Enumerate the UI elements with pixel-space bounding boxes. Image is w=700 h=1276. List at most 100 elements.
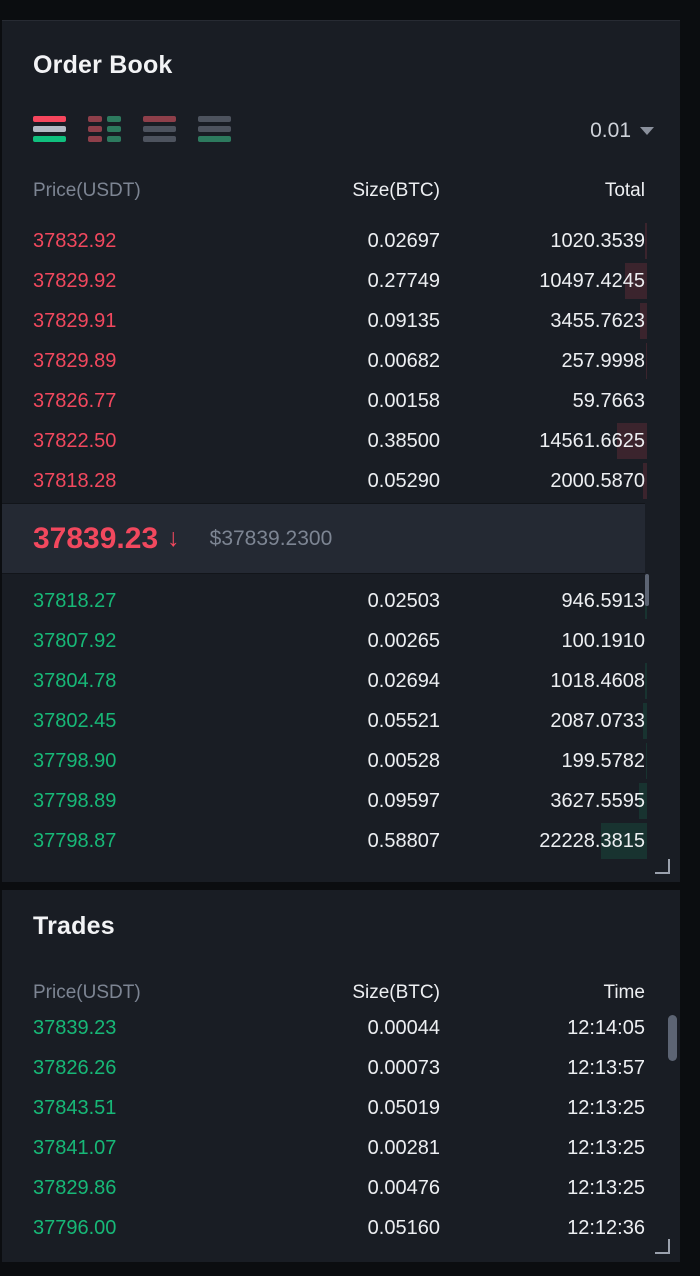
ask-total: 14561.6625 [539,429,645,452]
bid-depth-bar [643,703,647,739]
bid-price: 37798.89 [33,789,117,812]
price-direction-down-icon: ↓ [167,524,180,552]
trade-price: 37796.00 [33,1216,117,1239]
trade-price: 37826.26 [33,1056,117,1079]
ask-depth-bar [646,343,647,379]
last-price: 37839.23 [33,521,159,555]
bids-only-view-icon[interactable] [198,116,231,142]
last-price-bar[interactable]: 37839.23 ↓ $37839.2300 [2,503,645,574]
bid-price: 37798.90 [33,749,117,772]
trade-time: 12:12:36 [567,1216,645,1239]
trades-panel: Trades Price(USDT) Size(BTC) Time 37839.… [2,890,680,1262]
trades-scrollbar[interactable] [668,1015,677,1061]
ask-price: 37829.91 [33,309,117,332]
order-book-view-controls [33,116,231,142]
bid-row[interactable]: 37804.78 0.02694 1018.4608 [33,661,647,701]
ask-size: 0.00158 [367,389,440,412]
trade-time: 12:13:25 [567,1136,645,1159]
order-book-combined-view-icon[interactable] [33,116,66,142]
asks-only-view-icon[interactable] [143,116,176,142]
ask-total: 59.7663 [572,389,645,412]
ask-total: 3455.7623 [550,309,645,332]
trade-time: 12:13:25 [567,1176,645,1199]
ask-size: 0.00682 [367,349,440,372]
ask-total: 10497.4245 [539,269,645,292]
ask-size: 0.09135 [367,309,440,332]
order-book-scrollbar[interactable] [645,574,649,606]
ask-price: 37822.50 [33,429,117,452]
bid-depth-bar [646,743,647,779]
price-column-header: Price(USDT) [33,180,141,201]
bid-depth-bar [639,783,647,819]
asks-list: 37832.92 0.02697 1020.3539 37829.92 0.27… [2,221,680,501]
ask-total: 2000.5870 [550,469,645,492]
order-book-panel: Order Book 0.01 Price(USDT) Size(BTC) To… [2,20,680,882]
trade-row[interactable]: 37826.26 0.00073 12:13:57 [33,1048,645,1088]
trade-row[interactable]: 37843.51 0.05019 12:13:25 [33,1088,645,1128]
trade-size: 0.00281 [367,1136,440,1159]
time-column-header: Time [603,982,645,1003]
ask-row[interactable]: 37832.92 0.02697 1020.3539 [33,221,647,261]
trade-row[interactable]: 37839.23 0.00044 12:14:05 [33,1008,645,1048]
trade-time: 12:13:25 [567,1096,645,1119]
trade-row[interactable]: 37796.00 0.05160 12:12:36 [33,1208,645,1248]
bid-total: 2087.0733 [550,709,645,732]
trades-title: Trades [33,912,115,940]
total-column-header: Total [604,180,645,201]
ask-row[interactable]: 37829.92 0.27749 10497.4245 [33,261,647,301]
resize-handle-icon[interactable] [655,1239,670,1254]
bid-row[interactable]: 37798.90 0.00528 199.5782 [33,741,647,781]
order-book-title: Order Book [33,51,173,79]
ask-depth-bar [643,463,647,499]
last-price-usd: $37839.2300 [209,526,333,550]
trade-time: 12:14:05 [567,1016,645,1039]
trade-row[interactable]: 37841.07 0.00281 12:13:25 [33,1128,645,1168]
bid-size: 0.09597 [367,789,440,812]
bid-price: 37818.27 [33,589,117,612]
trade-price: 37839.23 [33,1016,117,1039]
bid-depth-bar [645,663,647,699]
ask-row[interactable]: 37829.91 0.09135 3455.7623 [33,301,647,341]
ask-size: 0.38500 [367,429,440,452]
ask-row[interactable]: 37822.50 0.38500 14561.6625 [33,421,647,461]
trade-price: 37829.86 [33,1176,117,1199]
ask-row[interactable]: 37826.77 0.00158 59.7663 [33,381,645,421]
bid-price: 37804.78 [33,669,117,692]
order-book-header: Price(USDT) Size(BTC) Total [33,176,645,206]
ask-price: 37829.92 [33,269,117,292]
bid-row[interactable]: 37818.27 0.02503 946.5913 [33,581,647,621]
bid-total: 946.5913 [561,589,645,612]
trade-price: 37841.07 [33,1136,117,1159]
ask-row[interactable]: 37818.28 0.05290 2000.5870 [33,461,647,501]
bid-size: 0.02503 [367,589,440,612]
chevron-down-icon [640,127,654,135]
resize-handle-icon[interactable] [655,859,670,874]
trades-list: 37839.23 0.00044 12:14:05 37826.26 0.000… [2,1008,680,1248]
trade-price: 37843.51 [33,1096,117,1119]
tick-size-dropdown[interactable]: 0.01 [590,118,654,144]
bid-size: 0.00528 [367,749,440,772]
order-book-split-view-icon[interactable] [88,116,121,142]
trades-header: Price(USDT) Size(BTC) Time [33,978,645,1008]
bid-total: 1018.4608 [550,669,645,692]
bid-size: 0.58807 [367,829,440,852]
trade-row[interactable]: 37829.86 0.00476 12:13:25 [33,1168,645,1208]
ask-depth-bar [645,223,647,259]
bid-row[interactable]: 37798.87 0.58807 22228.3815 [33,821,647,861]
ask-row[interactable]: 37829.89 0.00682 257.9998 [33,341,647,381]
ask-depth-bar [617,423,647,459]
mid-bar-glyph [33,126,66,132]
bid-price: 37807.92 [33,629,117,652]
trade-size: 0.05160 [367,1216,440,1239]
trade-size: 0.00476 [367,1176,440,1199]
bid-row[interactable]: 37798.89 0.09597 3627.5595 [33,781,647,821]
ask-total: 257.9998 [561,349,645,372]
ask-total: 1020.3539 [550,229,645,252]
trade-time: 12:13:57 [567,1056,645,1079]
ask-price: 37832.92 [33,229,117,252]
bid-total: 22228.3815 [539,829,645,852]
bid-row[interactable]: 37802.45 0.05521 2087.0733 [33,701,647,741]
bid-size: 0.00265 [367,629,440,652]
bid-row[interactable]: 37807.92 0.00265 100.1910 [33,621,645,661]
ask-size: 0.02697 [367,229,440,252]
